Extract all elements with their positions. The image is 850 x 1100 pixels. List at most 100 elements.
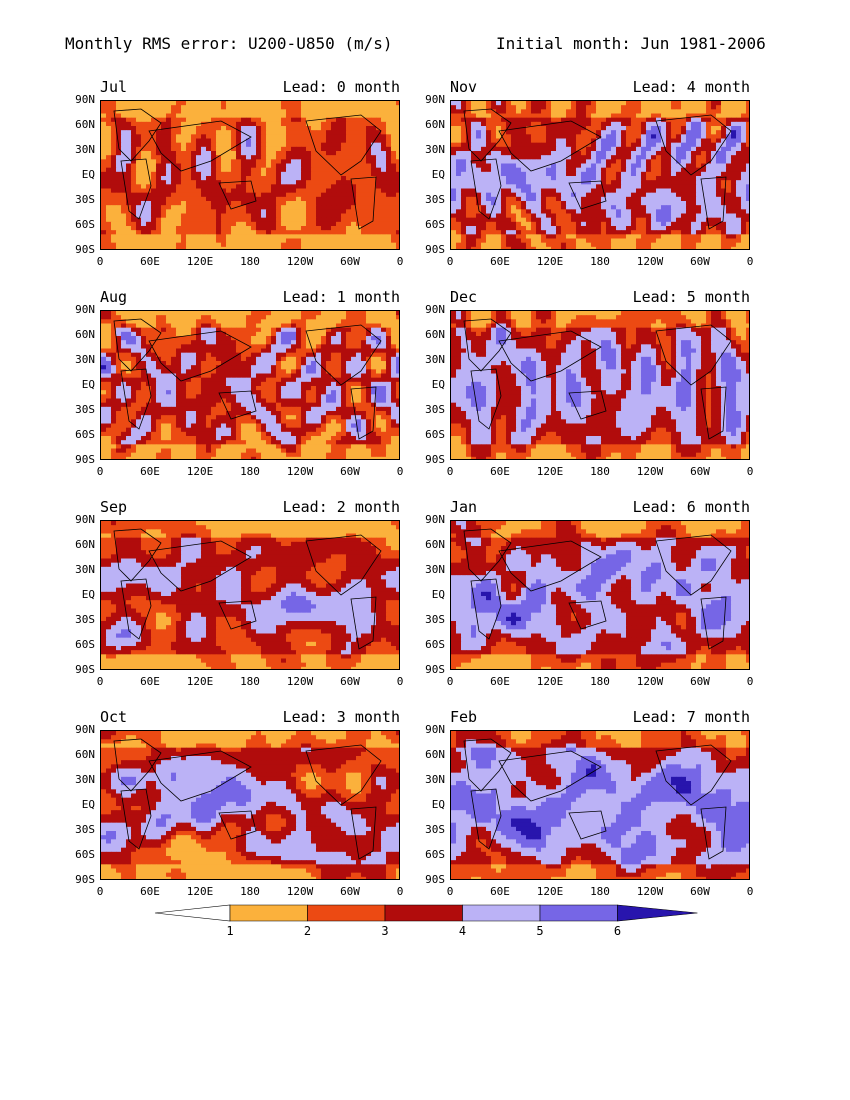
lat-tick-label: 90S: [425, 663, 445, 676]
lat-tick-label: 60S: [425, 848, 445, 861]
lon-tick-label: 120E: [186, 885, 214, 898]
colorbar-max-arrow: [617, 904, 698, 922]
lon-tick-label: 120E: [186, 675, 214, 688]
lon-tick-label: 0: [446, 675, 454, 688]
lon-tick-label: 0: [96, 255, 104, 268]
lon-tick-label: 60E: [490, 885, 510, 898]
colorbar-segment: [462, 904, 541, 922]
lat-tick-label: EQ: [431, 588, 445, 601]
lat-tick-label: 90N: [425, 303, 445, 316]
colorbar-segment: [307, 904, 386, 922]
lon-tick-label: 0: [446, 255, 454, 268]
lat-tick-label: 90N: [425, 723, 445, 736]
panel-lead-label: Lead: 4 month: [632, 78, 750, 96]
lon-tick-label: 120W: [286, 255, 314, 268]
lat-tick-label: 60S: [75, 428, 95, 441]
lat-tick-label: 90N: [75, 93, 95, 106]
lon-tick-label: 180: [240, 675, 260, 688]
lat-tick-label: 60N: [425, 538, 445, 551]
lat-tick-label: 30S: [75, 403, 95, 416]
colorbar-tick-label: 5: [536, 924, 544, 938]
lon-tick-label: 180: [240, 255, 260, 268]
lon-tick-label: 60W: [690, 675, 710, 688]
lon-tick-label: 0: [446, 465, 454, 478]
lon-tick-label: 0: [96, 885, 104, 898]
lat-tick-label: 30N: [75, 353, 95, 366]
lat-tick-label: 90N: [425, 513, 445, 526]
panel-month-label: Oct: [100, 708, 128, 726]
lon-tick-label: 0: [396, 675, 404, 688]
lat-tick-label: 30S: [425, 403, 445, 416]
lat-tick-label: 60N: [425, 748, 445, 761]
lat-tick-label: 60S: [75, 848, 95, 861]
lat-tick-label: 90S: [425, 243, 445, 256]
panel-lead-label: Lead: 6 month: [632, 498, 750, 516]
lat-tick-label: 30N: [75, 773, 95, 786]
lat-tick-label: 60N: [75, 328, 95, 341]
lat-tick-label: 60S: [425, 218, 445, 231]
lon-tick-label: 60E: [490, 255, 510, 268]
lat-tick-label: 60N: [425, 328, 445, 341]
lon-tick-label: 0: [96, 675, 104, 688]
lon-tick-label: 60W: [340, 675, 360, 688]
lat-tick-label: 90N: [75, 303, 95, 316]
panel-lead-label: Lead: 2 month: [282, 498, 400, 516]
lon-tick-label: 180: [590, 465, 610, 478]
lat-tick-label: EQ: [81, 168, 95, 181]
colorbar-tick-label: 4: [458, 924, 467, 938]
lat-tick-label: EQ: [81, 798, 95, 811]
lat-tick-label: EQ: [431, 168, 445, 181]
rms-error-field: [451, 521, 749, 669]
panel-month-label: Dec: [450, 288, 478, 306]
lat-tick-label: 90N: [425, 93, 445, 106]
map-panel-jul: [100, 100, 400, 250]
lon-tick-label: 60W: [340, 885, 360, 898]
lat-tick-label: 90S: [75, 663, 95, 676]
panel-lead-label: Lead: 3 month: [282, 708, 400, 726]
lat-tick-label: 90S: [425, 873, 445, 886]
lon-tick-label: 0: [446, 885, 454, 898]
lon-tick-label: 120E: [536, 885, 564, 898]
lon-tick-label: 120E: [536, 255, 564, 268]
lon-tick-label: 0: [396, 885, 404, 898]
lon-tick-label: 120E: [536, 675, 564, 688]
lat-tick-label: 30N: [75, 563, 95, 576]
panel-lead-label: Lead: 5 month: [632, 288, 750, 306]
rms-error-field: [101, 101, 399, 249]
lon-tick-label: 0: [746, 465, 754, 478]
rms-error-field: [101, 521, 399, 669]
lon-tick-label: 0: [746, 885, 754, 898]
lat-tick-label: 60N: [75, 538, 95, 551]
lat-tick-label: 30S: [75, 193, 95, 206]
lon-tick-label: 180: [590, 255, 610, 268]
map-panel-oct: [100, 730, 400, 880]
figure-title-left: Monthly RMS error: U200-U850 (m/s): [65, 34, 393, 53]
lon-tick-label: 180: [240, 465, 260, 478]
lat-tick-label: 30S: [425, 193, 445, 206]
panel-lead-label: Lead: 0 month: [282, 78, 400, 96]
lon-tick-label: 60W: [690, 255, 710, 268]
lon-tick-label: 180: [240, 885, 260, 898]
colorbar-tick-label: 6: [613, 924, 622, 938]
rms-error-field: [451, 101, 749, 249]
lat-tick-label: 60S: [75, 638, 95, 651]
lon-tick-label: 180: [590, 885, 610, 898]
panel-month-label: Aug: [100, 288, 128, 306]
lon-tick-label: 120W: [636, 465, 664, 478]
rms-error-field: [451, 731, 749, 879]
lat-tick-label: 30S: [75, 613, 95, 626]
lon-tick-label: 120W: [286, 885, 314, 898]
colorbar-segment: [384, 904, 463, 922]
lat-tick-label: 30N: [425, 773, 445, 786]
lat-tick-label: 90S: [425, 453, 445, 466]
colorbar-segment: [539, 904, 618, 922]
rms-error-field: [451, 311, 749, 459]
lat-tick-label: 90N: [75, 723, 95, 736]
lon-tick-label: 60E: [490, 465, 510, 478]
lat-tick-label: 90N: [75, 513, 95, 526]
lon-tick-label: 0: [96, 465, 104, 478]
panel-month-label: Sep: [100, 498, 128, 516]
lon-tick-label: 60E: [140, 255, 160, 268]
panel-lead-label: Lead: 1 month: [282, 288, 400, 306]
lat-tick-label: 30S: [425, 613, 445, 626]
